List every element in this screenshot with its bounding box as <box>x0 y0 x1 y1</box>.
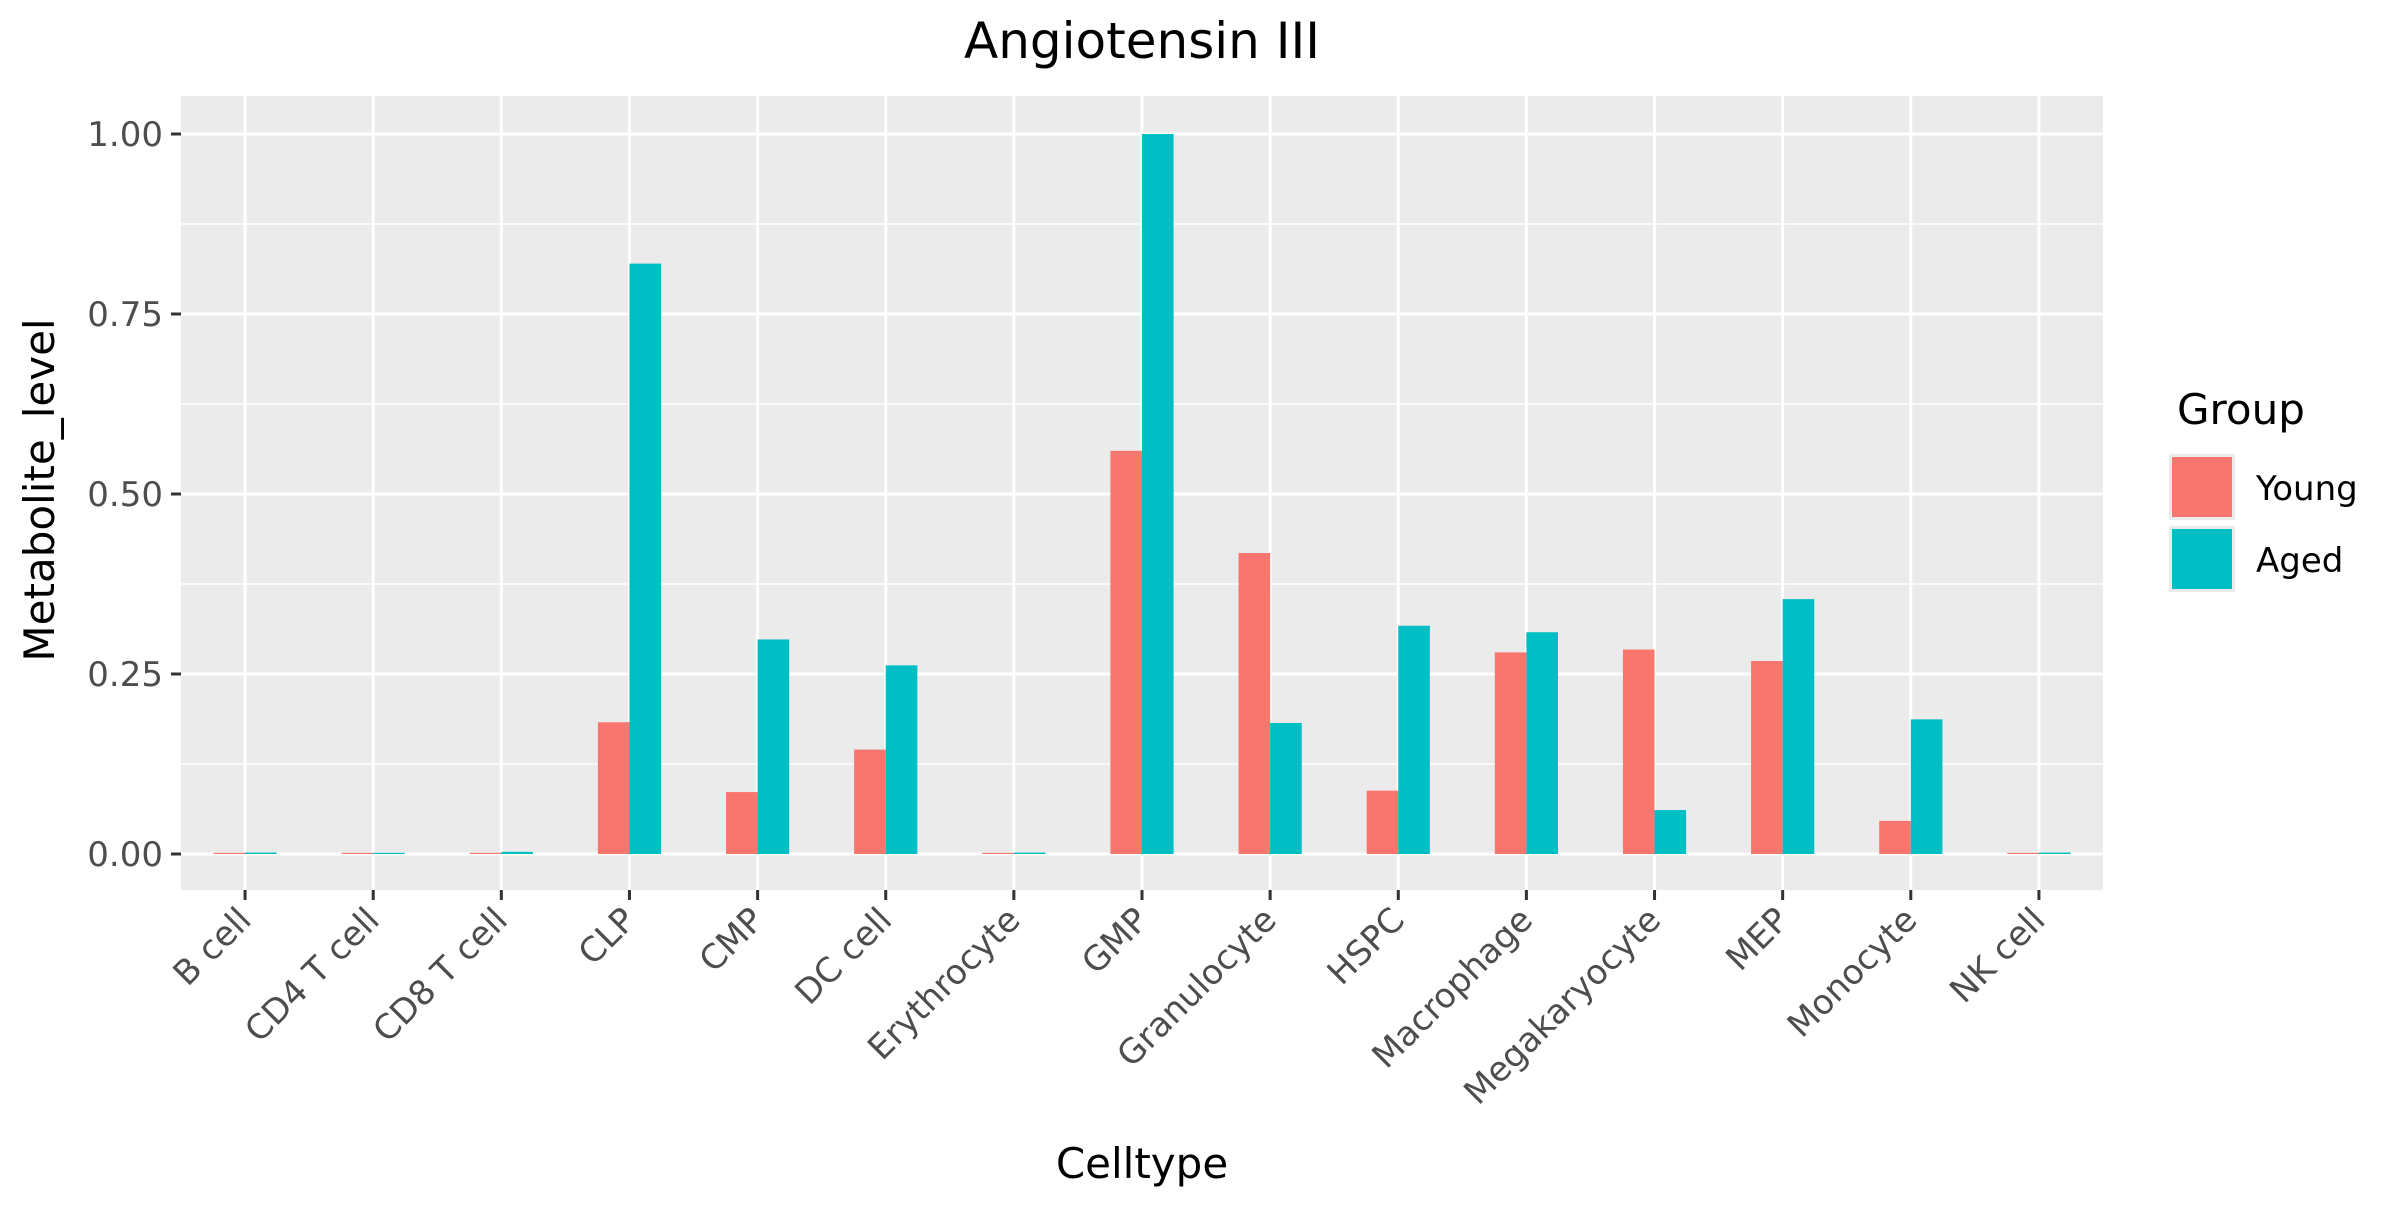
bar-young <box>982 852 1014 854</box>
x-tick-label: MEP <box>1718 900 1797 979</box>
bar-young <box>213 852 246 854</box>
legend: Group Young Aged <box>2169 385 2358 592</box>
bar-aged <box>1142 134 1174 854</box>
y-tick-label: 0.25 <box>87 655 163 695</box>
bar-young <box>2007 852 2039 854</box>
x-tick-label: CD4 T cell <box>237 900 387 1050</box>
legend-label-young: Young <box>2255 469 2358 509</box>
bar-young <box>469 852 502 854</box>
legend-label-aged: Aged <box>2256 541 2343 581</box>
bar-aged <box>1398 625 1430 854</box>
bar-young <box>1879 820 1911 854</box>
y-axis-title: Metabolite_level <box>15 318 64 661</box>
x-tick-label: Monocyte <box>1780 900 1925 1045</box>
bar-aged <box>501 851 533 854</box>
x-tick-label: CLP <box>571 900 644 973</box>
bar-young <box>1238 553 1271 854</box>
x-axis-title: Celltype <box>1056 1139 1228 1188</box>
x-tick-label: NK cell <box>1942 900 2053 1011</box>
bar-aged <box>1270 722 1302 854</box>
bar-aged <box>629 263 662 855</box>
bar-young <box>1622 649 1655 854</box>
bar-aged <box>1013 852 1046 854</box>
bar-young <box>1366 790 1399 854</box>
x-tick-label: CD8 T cell <box>365 900 515 1050</box>
x-tick-label: DC cell <box>788 900 901 1013</box>
bar-young <box>341 852 374 854</box>
bar-aged <box>885 665 918 854</box>
legend-title: Group <box>2177 385 2305 434</box>
x-tick-label: HSPC <box>1320 900 1413 993</box>
bar-aged <box>757 639 790 854</box>
legend-key-aged <box>2172 529 2232 589</box>
bar-young <box>1110 450 1142 854</box>
bar-aged <box>1782 599 1815 854</box>
bar-aged <box>373 852 405 854</box>
bar-young <box>597 722 630 854</box>
y-tick-label: 1.00 <box>87 115 163 155</box>
bar-young <box>726 792 758 854</box>
bar-aged <box>2038 852 2071 854</box>
bar-aged <box>1910 719 1943 854</box>
y-tick-label: 0.00 <box>87 835 163 875</box>
chart-title: Angiotensin III <box>964 12 1320 70</box>
bar-young <box>1751 661 1783 854</box>
bar-aged <box>1654 810 1687 854</box>
x-tick-label: GMP <box>1074 900 1156 982</box>
bar-young <box>854 749 886 854</box>
legend-key-young <box>2172 457 2232 517</box>
y-tick-label: 0.75 <box>87 295 163 335</box>
y-tick-label: 0.50 <box>87 475 163 515</box>
x-tick-label: B cell <box>166 900 260 994</box>
bar-aged <box>1526 632 1558 854</box>
bar-young <box>1494 652 1527 854</box>
x-tick-label: CMP <box>692 900 772 980</box>
bar-aged <box>245 852 277 854</box>
